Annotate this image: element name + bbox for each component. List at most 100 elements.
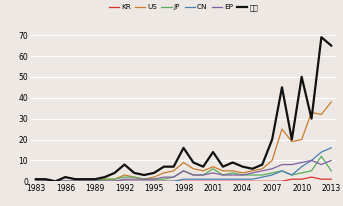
EP: [270, 167, 274, 170]
CN: [152, 180, 156, 183]
EP: [300, 161, 304, 164]
JP: [162, 178, 166, 180]
total: [34, 178, 38, 180]
JP: [181, 170, 186, 172]
US: [152, 176, 156, 178]
EP: [83, 180, 87, 183]
total: [280, 86, 284, 89]
CN: [103, 180, 107, 183]
JP: [280, 170, 284, 172]
EP: [181, 170, 186, 172]
KR: [93, 180, 97, 183]
JP: [34, 180, 38, 183]
US: [181, 161, 186, 164]
CN: [191, 178, 196, 180]
CN: [201, 178, 205, 180]
US: [93, 178, 97, 180]
EP: [54, 180, 58, 183]
KR: [83, 180, 87, 183]
KR: [132, 180, 136, 183]
JP: [211, 167, 215, 170]
CN: [221, 178, 225, 180]
total: [260, 163, 264, 166]
EP: [260, 170, 264, 172]
CN: [309, 159, 314, 162]
US: [172, 170, 176, 172]
KR: [103, 180, 107, 183]
US: [231, 170, 235, 172]
KR: [113, 180, 117, 183]
JP: [152, 178, 156, 180]
JP: [270, 172, 274, 174]
total: [73, 178, 77, 180]
US: [280, 128, 284, 130]
total: [63, 176, 67, 178]
CN: [231, 178, 235, 180]
US: [54, 180, 58, 183]
CN: [44, 180, 48, 183]
JP: [191, 174, 196, 176]
Line: US: US: [36, 102, 331, 181]
EP: [142, 178, 146, 180]
EP: [250, 172, 255, 174]
EP: [280, 163, 284, 166]
EP: [113, 180, 117, 183]
EP: [201, 174, 205, 176]
US: [34, 178, 38, 180]
JP: [44, 180, 48, 183]
US: [211, 165, 215, 168]
JP: [63, 180, 67, 183]
KR: [152, 180, 156, 183]
total: [309, 117, 314, 120]
total: [270, 138, 274, 141]
KR: [250, 180, 255, 183]
total: [221, 165, 225, 168]
total: [172, 165, 176, 168]
US: [270, 159, 274, 162]
total: [132, 172, 136, 174]
KR: [211, 180, 215, 183]
EP: [132, 178, 136, 180]
EP: [44, 180, 48, 183]
CN: [300, 165, 304, 168]
CN: [162, 180, 166, 183]
JP: [103, 178, 107, 180]
KR: [260, 180, 264, 183]
total: [201, 165, 205, 168]
CN: [329, 147, 333, 149]
Line: JP: JP: [36, 156, 331, 181]
US: [122, 174, 127, 176]
US: [63, 176, 67, 178]
total: [113, 172, 117, 174]
US: [201, 170, 205, 172]
KR: [221, 180, 225, 183]
US: [191, 167, 196, 170]
total: [319, 36, 323, 39]
US: [132, 176, 136, 178]
KR: [280, 180, 284, 183]
JP: [231, 172, 235, 174]
JP: [142, 178, 146, 180]
CN: [142, 180, 146, 183]
JP: [122, 176, 127, 178]
JP: [309, 170, 314, 172]
total: [231, 161, 235, 164]
CN: [122, 180, 127, 183]
CN: [132, 180, 136, 183]
total: [103, 176, 107, 178]
total: [142, 174, 146, 176]
US: [113, 178, 117, 180]
total: [300, 76, 304, 78]
total: [181, 147, 186, 149]
JP: [250, 174, 255, 176]
EP: [309, 159, 314, 162]
US: [103, 178, 107, 180]
EP: [103, 180, 107, 183]
Legend: KR, US, JP, CN, EP, 전체: KR, US, JP, CN, EP, 전체: [109, 4, 258, 11]
CN: [211, 178, 215, 180]
US: [162, 172, 166, 174]
total: [290, 138, 294, 141]
KR: [231, 180, 235, 183]
US: [221, 170, 225, 172]
US: [250, 170, 255, 172]
